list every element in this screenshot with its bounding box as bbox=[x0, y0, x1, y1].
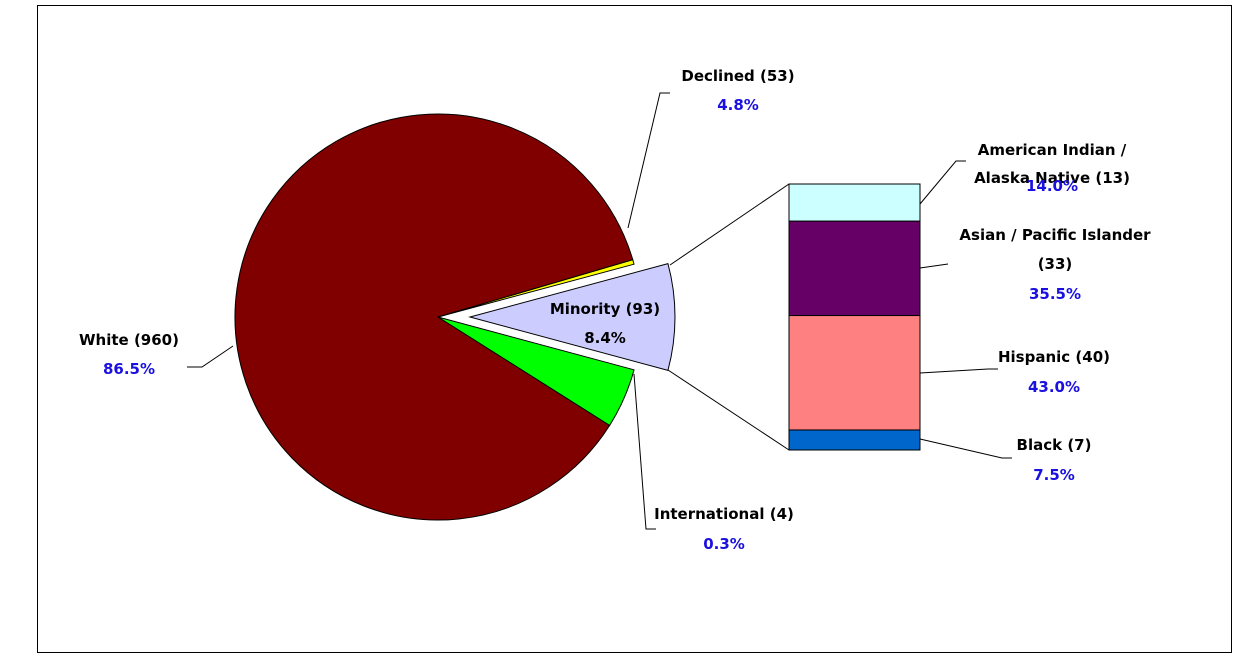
pie-slice-minority bbox=[468, 263, 676, 371]
bar-segment-asian-pacific-islander bbox=[788, 220, 921, 317]
label-american-indian-pct: 14.0% bbox=[1026, 177, 1078, 195]
label-black-pct: 7.5% bbox=[1033, 466, 1075, 484]
pie-slice-white bbox=[234, 113, 634, 521]
label-hispanic: Hispanic (40) 43.0% bbox=[919, 348, 1110, 396]
label-asian-line1: Asian / Pacific Islander bbox=[959, 226, 1151, 244]
label-white-name: White (960) bbox=[79, 331, 179, 349]
label-asian-pct: 35.5% bbox=[1029, 285, 1081, 303]
label-declined-pct: 4.8% bbox=[717, 96, 759, 114]
label-american-indian: American Indian / Alaska Native (13) 14.… bbox=[919, 141, 1130, 205]
label-white-pct: 86.5% bbox=[103, 360, 155, 378]
label-asian: Asian / Pacific Islander (33) 35.5% bbox=[919, 226, 1151, 303]
label-minority-name: Minority (93) bbox=[550, 300, 660, 318]
label-black: Black (7) 7.5% bbox=[919, 436, 1092, 484]
label-hispanic-name: Hispanic (40) bbox=[998, 348, 1110, 366]
connector-top bbox=[669, 183, 790, 266]
stacked-bar-layer bbox=[788, 183, 921, 451]
label-minority-pct: 8.4% bbox=[584, 329, 626, 347]
label-asian-line2: (33) bbox=[1038, 255, 1073, 273]
label-american-indian-line1: American Indian / bbox=[978, 141, 1127, 159]
label-international-pct: 0.3% bbox=[703, 535, 745, 553]
bar-segment-hispanic bbox=[788, 315, 921, 431]
pie-layer bbox=[234, 113, 676, 521]
label-american-indian-line2-visible: Alaska Native (13) bbox=[974, 169, 1130, 187]
label-white: White (960) 86.5% bbox=[79, 331, 234, 378]
label-declined: Declined (53) 4.8% bbox=[627, 67, 795, 229]
label-international-name: International (4) bbox=[654, 505, 794, 523]
label-international: International (4) 0.3% bbox=[633, 373, 794, 553]
label-hispanic-pct: 43.0% bbox=[1028, 378, 1080, 396]
label-black-name: Black (7) bbox=[1017, 436, 1092, 454]
leader-asian bbox=[919, 263, 949, 269]
bar-segment-american-indian-alaska-native bbox=[788, 183, 921, 222]
bar-segment-black bbox=[788, 429, 921, 451]
pie-bar-connectors bbox=[667, 183, 790, 451]
label-minority: Minority (93) 8.4% bbox=[550, 300, 660, 347]
pie-slice-international bbox=[437, 259, 635, 318]
leader-declined bbox=[627, 92, 670, 229]
pie-slice-declined bbox=[437, 316, 635, 427]
leader-american-indian bbox=[919, 160, 966, 205]
leader-black bbox=[919, 438, 1012, 459]
leader-international bbox=[633, 373, 656, 530]
label-declined-name: Declined (53) bbox=[681, 67, 794, 85]
leader-hispanic bbox=[919, 368, 998, 374]
leader-white bbox=[187, 345, 234, 368]
chart-frame bbox=[37, 5, 1232, 653]
connector-bottom bbox=[667, 369, 790, 451]
